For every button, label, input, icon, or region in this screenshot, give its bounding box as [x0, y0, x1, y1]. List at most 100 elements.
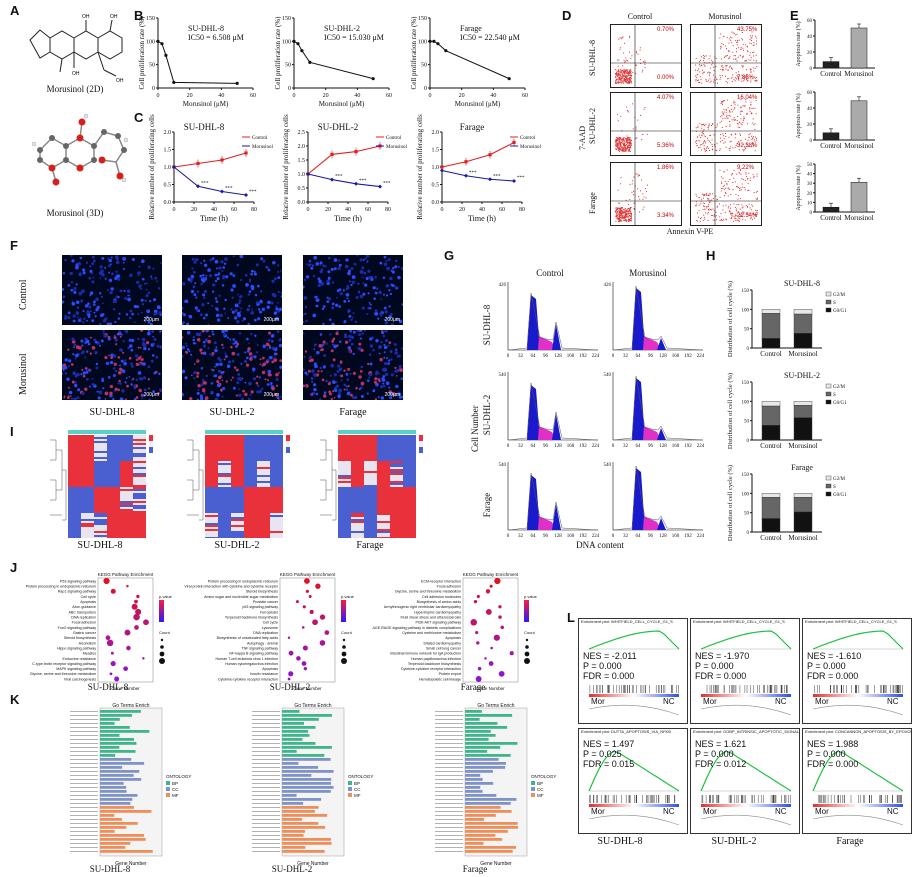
significance-stars: *** [225, 187, 233, 192]
flow-dot [738, 195, 740, 197]
nucleus [257, 308, 261, 311]
heat-cell [94, 435, 107, 437]
flow-dot [751, 40, 753, 42]
heat-cell [377, 449, 390, 451]
nucleus [73, 286, 77, 291]
flow-dot [645, 191, 647, 193]
nucleus [143, 388, 147, 392]
flow-dot [615, 81, 617, 83]
flow-dot [627, 211, 629, 213]
nucleus [139, 330, 144, 332]
nucleus [365, 255, 370, 258]
heat-cell [270, 497, 283, 499]
flow-dot [695, 204, 697, 206]
heat-cell [94, 451, 107, 453]
heat-cell [338, 459, 351, 461]
flow-dot [727, 69, 729, 71]
flow-dot [618, 79, 620, 81]
flow-dot [734, 104, 736, 106]
nucleus [240, 307, 243, 310]
nucleus [211, 333, 215, 336]
nucleus [140, 298, 144, 302]
flow-dot [623, 78, 625, 80]
gsea-title: Enrichment plot: WHITFIELD_CELL_CYCLE_G1… [581, 619, 673, 624]
flow-dot [617, 59, 619, 61]
flow-dot [621, 216, 623, 218]
flow-dot [635, 72, 637, 74]
flow-dot [753, 175, 755, 177]
flow-dot [752, 137, 754, 139]
nucleus [87, 315, 91, 319]
nucleus [351, 275, 356, 280]
flow-dot [725, 55, 727, 57]
flow-dot [742, 56, 744, 58]
y-tick-label: 40 [807, 35, 813, 40]
plot-frame [279, 577, 336, 683]
heat-cell [390, 529, 403, 531]
nucleus [204, 338, 208, 341]
nucleus [377, 317, 380, 320]
count-legend-dot [524, 651, 530, 657]
kegg-term: Cytokine-cytokine receptor interaction [218, 677, 278, 681]
flow-dot [628, 215, 630, 217]
nucleus [346, 286, 350, 290]
heat-cell [377, 495, 390, 497]
kegg-term: Focal adhesion [72, 621, 96, 625]
heat-cell [338, 513, 351, 515]
nucleus [373, 312, 375, 315]
nucleus [135, 362, 140, 367]
nucleus [88, 305, 92, 309]
nucleus [240, 397, 244, 400]
heat-cell [364, 491, 377, 493]
go-bar-cc [100, 770, 140, 773]
nucleus [89, 310, 92, 313]
nucleus [350, 342, 354, 346]
hist-xtick: 32 [518, 534, 524, 539]
nucleus [304, 350, 308, 353]
heat-cell [133, 493, 146, 495]
flow-dot [735, 209, 737, 211]
nucleus [215, 307, 219, 311]
flow-dot [621, 211, 623, 213]
nucleus [357, 291, 361, 294]
go-bar-mf [282, 846, 306, 849]
stack-g2m [793, 401, 813, 406]
flow-dot [628, 209, 630, 211]
heat-cell [218, 525, 231, 527]
nucleus [330, 267, 334, 271]
heat-cell [133, 471, 146, 473]
flow-dot [616, 213, 618, 215]
flow-dot [619, 145, 621, 147]
flow-dot [616, 82, 618, 84]
flow-dot [712, 208, 714, 210]
key-low [149, 447, 153, 453]
nucleus [383, 361, 388, 366]
heat-cell [94, 445, 107, 447]
nucleus [232, 274, 236, 277]
nucleus [224, 312, 226, 315]
flow-dot [736, 186, 738, 188]
heat-cell [133, 537, 146, 538]
heat-cell [390, 479, 403, 481]
flow-dot [625, 216, 627, 218]
flow-dot [729, 120, 731, 122]
kegg-dot [296, 656, 301, 661]
flow-dot [629, 212, 631, 214]
flow-dot [727, 180, 729, 182]
nucleus [353, 262, 357, 266]
stacked-title: Farage [791, 463, 813, 472]
nucleus [135, 378, 139, 382]
flow-dot [618, 69, 620, 71]
y-tick-label: 0 [424, 86, 427, 92]
heat-cell [403, 441, 416, 443]
nucleus [69, 271, 73, 276]
nucleus [221, 395, 224, 398]
nucleus [375, 287, 379, 290]
heat-cell [390, 505, 403, 507]
heat-cell [133, 451, 146, 453]
nucleus [374, 377, 378, 381]
hist-xtick: 0 [612, 534, 615, 539]
gsea-rank-bar [701, 694, 791, 697]
nucleus [144, 282, 147, 285]
heat-cell [377, 533, 390, 535]
